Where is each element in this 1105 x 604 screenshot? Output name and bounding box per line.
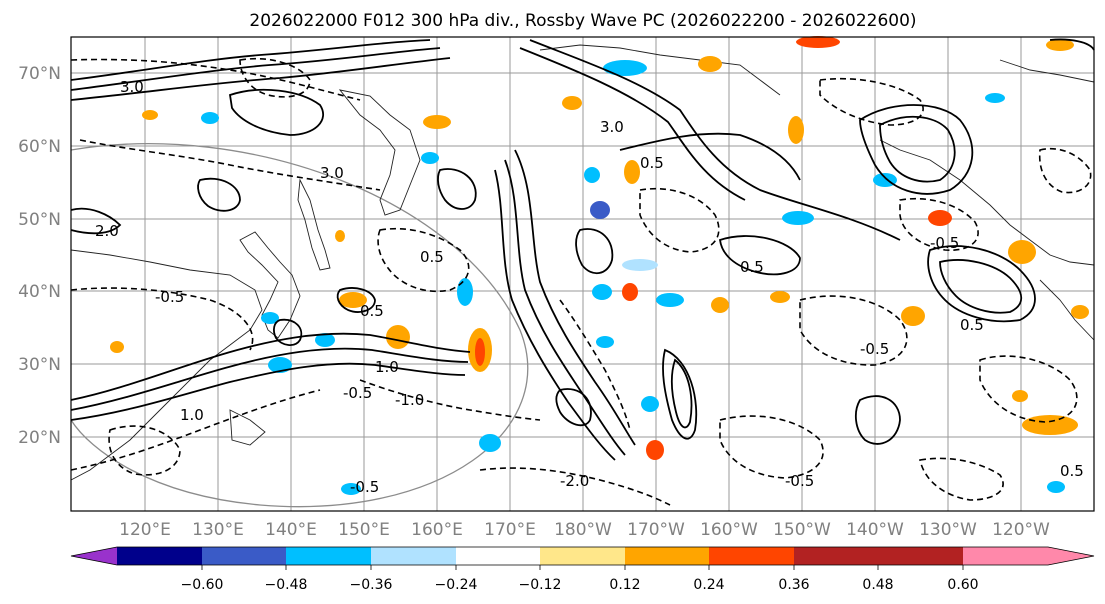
colorbar-tick-label: 0.12 bbox=[609, 577, 640, 593]
colorbar-tick-label: −0.60 bbox=[181, 577, 224, 593]
colorbar-segment bbox=[456, 547, 540, 565]
contours-dashed bbox=[70, 57, 1092, 506]
lon-label: 170°E bbox=[484, 520, 536, 540]
contour-label: 3.0 bbox=[120, 78, 144, 96]
colorbar-tick-label: 0.60 bbox=[947, 577, 978, 593]
lon-label: 130°W bbox=[919, 520, 977, 540]
lon-label: 120°E bbox=[119, 520, 171, 540]
contour-label: 2.0 bbox=[95, 222, 119, 240]
colorbar-ticks bbox=[201, 565, 964, 570]
colorbar-tick-label: 0.36 bbox=[778, 577, 809, 593]
figure-title: 2026022000 F012 300 hPa div., Rossby Wav… bbox=[249, 11, 916, 31]
contour-label: 0.5 bbox=[640, 154, 664, 172]
contour-label: -0.5 bbox=[785, 472, 814, 490]
contour-label: 0.5 bbox=[360, 302, 384, 320]
contour-label: 0.5 bbox=[740, 258, 764, 276]
lon-label: 160°E bbox=[411, 520, 463, 540]
contour-label: -1.0 bbox=[395, 391, 424, 409]
contour-label: -2.0 bbox=[560, 472, 589, 490]
contour-label: -0.5 bbox=[350, 478, 379, 496]
colorbar-tick-label: −0.12 bbox=[519, 577, 562, 593]
colorbar-tick-label: 0.24 bbox=[693, 577, 724, 593]
colorbar-outline bbox=[70, 546, 1095, 566]
lat-label: 30°N bbox=[18, 355, 61, 375]
lon-label: 150°E bbox=[338, 520, 390, 540]
colorbar-segment bbox=[709, 547, 794, 565]
divergence-shading-positive bbox=[110, 36, 1089, 460]
contour-label: -0.5 bbox=[343, 384, 372, 402]
divergence-shading-negative bbox=[201, 60, 1065, 495]
lon-label: 160°W bbox=[700, 520, 758, 540]
lon-label: 150°W bbox=[773, 520, 831, 540]
contour-label: 0.5 bbox=[1060, 462, 1084, 480]
colorbar: −0.60 −0.48 −0.36 −0.24 −0.12 0.12 0.24 … bbox=[70, 546, 1095, 593]
lon-label: 180°W bbox=[554, 520, 612, 540]
contour-label: 0.5 bbox=[960, 316, 984, 334]
colorbar-segment bbox=[540, 547, 625, 565]
colorbar-tick-label: −0.24 bbox=[435, 577, 478, 593]
colorbar-segment bbox=[625, 547, 709, 565]
colorbar-segment bbox=[963, 547, 1048, 565]
colorbar-tick-labels: −0.60 −0.48 −0.36 −0.24 −0.12 0.12 0.24 … bbox=[181, 577, 979, 593]
contour-label: -0.5 bbox=[930, 234, 959, 252]
lat-label: 70°N bbox=[18, 64, 61, 84]
lon-label: 140°E bbox=[265, 520, 317, 540]
colorbar-segment bbox=[117, 547, 202, 565]
lat-label: 60°N bbox=[18, 137, 61, 157]
colorbar-tick-label: 0.48 bbox=[862, 577, 893, 593]
lon-label: 140°W bbox=[846, 520, 904, 540]
contour-label: 1.0 bbox=[180, 406, 204, 424]
map-frame bbox=[70, 36, 1095, 512]
lon-label: 130°E bbox=[192, 520, 244, 540]
colorbar-segment bbox=[878, 547, 963, 565]
colorbar-extend-high bbox=[1048, 547, 1094, 565]
coastlines bbox=[70, 44, 1095, 481]
lon-label: 120°W bbox=[992, 520, 1050, 540]
colorbar-segment bbox=[371, 547, 456, 565]
lat-label: 40°N bbox=[18, 282, 61, 302]
lat-label: 50°N bbox=[18, 210, 61, 230]
contour-label: 1.0 bbox=[375, 358, 399, 376]
wave-packet-ring bbox=[70, 143, 529, 508]
colorbar-extend-low bbox=[71, 547, 117, 565]
colorbar-segment bbox=[286, 547, 371, 565]
colorbar-segment bbox=[202, 547, 286, 565]
latitude-labels: 70°N 60°N 50°N 40°N 30°N 20°N bbox=[18, 64, 61, 448]
map-panel: 3.0 3.0 -0.5 0.5 -1.0 1.0 -0.5 0.5 -2.0 … bbox=[70, 36, 1095, 512]
contour-label: -0.5 bbox=[860, 340, 889, 358]
lon-label: 170°W bbox=[627, 520, 685, 540]
colorbar-tick-label: −0.36 bbox=[350, 577, 393, 593]
colorbar-segment bbox=[794, 547, 878, 565]
longitude-labels: 120°E 130°E 140°E 150°E 160°E 170°E 180°… bbox=[119, 520, 1050, 540]
contour-labels: 3.0 3.0 -0.5 0.5 -1.0 1.0 -0.5 0.5 -2.0 … bbox=[95, 78, 1084, 496]
contour-label: 3.0 bbox=[320, 164, 344, 182]
contours-solid bbox=[70, 38, 1095, 461]
colorbar-tick-label: −0.48 bbox=[265, 577, 308, 593]
contour-label: 3.0 bbox=[600, 118, 624, 136]
contour-label: -0.5 bbox=[155, 288, 184, 306]
contour-label: 0.5 bbox=[420, 248, 444, 266]
lat-label: 20°N bbox=[18, 428, 61, 448]
